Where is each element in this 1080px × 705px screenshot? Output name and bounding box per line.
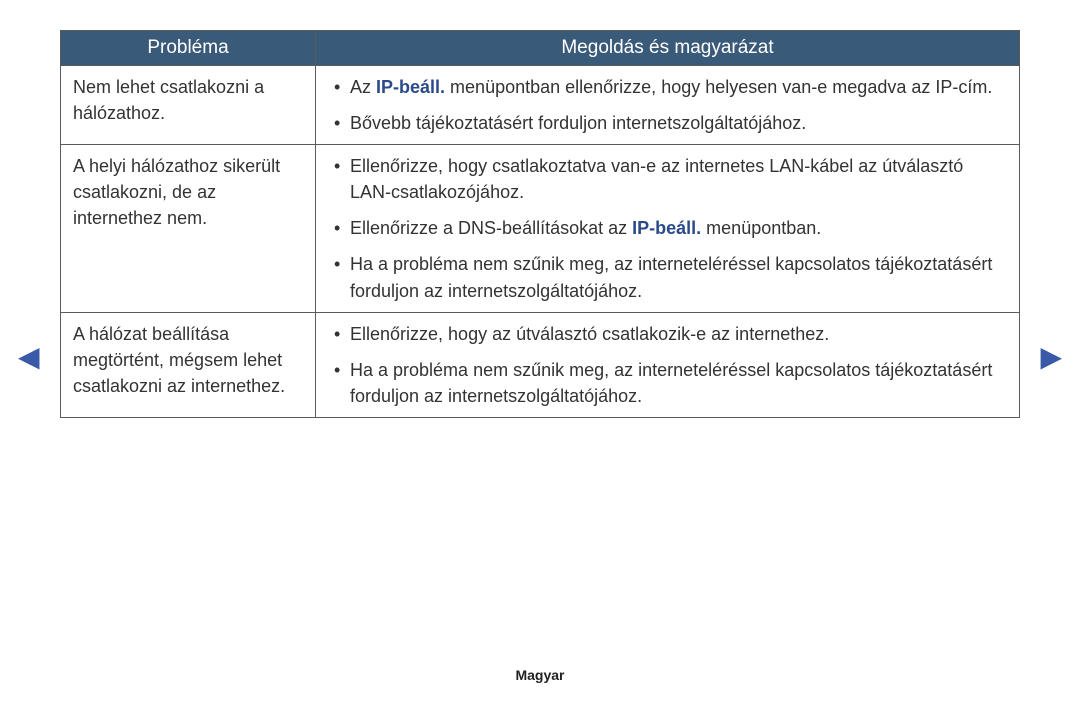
problem-cell: A helyi hálózathoz sikerült csatlakozni,… (61, 145, 316, 312)
solution-item: Ellenőrizze, hogy az útválasztó csatlako… (328, 321, 1007, 347)
solution-item: Az IP-beáll. menüpontban ellenőrizze, ho… (328, 74, 1007, 100)
highlight-term: IP-beáll. (632, 218, 701, 238)
table-row: A hálózat beállítása megtörtént, mégsem … (61, 312, 1020, 417)
highlight-term: IP-beáll. (376, 77, 445, 97)
table-body: Nem lehet csatlakozni a hálózathoz. Az IP… (61, 66, 1020, 418)
table-header-row: Probléma Megoldás és magyarázat (61, 31, 1020, 66)
solution-item: Ha a probléma nem szűnik meg, az interne… (328, 251, 1007, 303)
prev-page-arrow[interactable]: ◀ (18, 340, 40, 373)
solution-list: Ellenőrizze, hogy az útválasztó csatlako… (328, 321, 1007, 409)
table-row: Nem lehet csatlakozni a hálózathoz. Az IP… (61, 66, 1020, 145)
solution-item: Ellenőrizze, hogy csatlakoztatva van-e a… (328, 153, 1007, 205)
footer-language-label: Magyar (0, 667, 1080, 683)
next-page-arrow[interactable]: ▶ (1040, 340, 1062, 373)
problem-cell: Nem lehet csatlakozni a hálózathoz. (61, 66, 316, 145)
solution-text-post: menüpontban. (701, 218, 821, 238)
solution-item: Ha a probléma nem szűnik meg, az interne… (328, 357, 1007, 409)
solution-text-pre: Ellenőrizze a DNS-beállításokat az (350, 218, 632, 238)
problem-cell: A hálózat beállítása megtörtént, mégsem … (61, 312, 316, 417)
solution-cell: Az IP-beáll. menüpontban ellenőrizze, ho… (316, 66, 1020, 145)
troubleshoot-table: Probléma Megoldás és magyarázat Nem lehe… (60, 30, 1020, 418)
solution-text-pre: Ha a probléma nem szűnik meg, az interne… (350, 254, 992, 300)
solution-list: Ellenőrizze, hogy csatlakoztatva van-e a… (328, 153, 1007, 303)
solution-item: Bővebb tájékoztatásért forduljon interne… (328, 110, 1007, 136)
solution-text-pre: Bővebb tájékoztatásért forduljon interne… (350, 113, 806, 133)
solution-list: Az IP-beáll. menüpontban ellenőrizze, ho… (328, 74, 1007, 136)
solution-cell: Ellenőrizze, hogy az útválasztó csatlako… (316, 312, 1020, 417)
solution-text-post: menüpontban ellenőrizze, hogy helyesen v… (445, 77, 992, 97)
solution-text-pre: Ellenőrizze, hogy az útválasztó csatlako… (350, 324, 829, 344)
solution-item: Ellenőrizze a DNS-beállításokat az IP-be… (328, 215, 1007, 241)
solution-cell: Ellenőrizze, hogy csatlakoztatva van-e a… (316, 145, 1020, 312)
solution-text-pre: Ellenőrizze, hogy csatlakoztatva van-e a… (350, 156, 963, 202)
header-problem: Probléma (61, 31, 316, 66)
table-row: A helyi hálózathoz sikerült csatlakozni,… (61, 145, 1020, 312)
page-content: Probléma Megoldás és magyarázat Nem lehe… (0, 0, 1080, 418)
header-solution: Megoldás és magyarázat (316, 31, 1020, 66)
solution-text-pre: Az (350, 77, 376, 97)
solution-text-pre: Ha a probléma nem szűnik meg, az interne… (350, 360, 992, 406)
